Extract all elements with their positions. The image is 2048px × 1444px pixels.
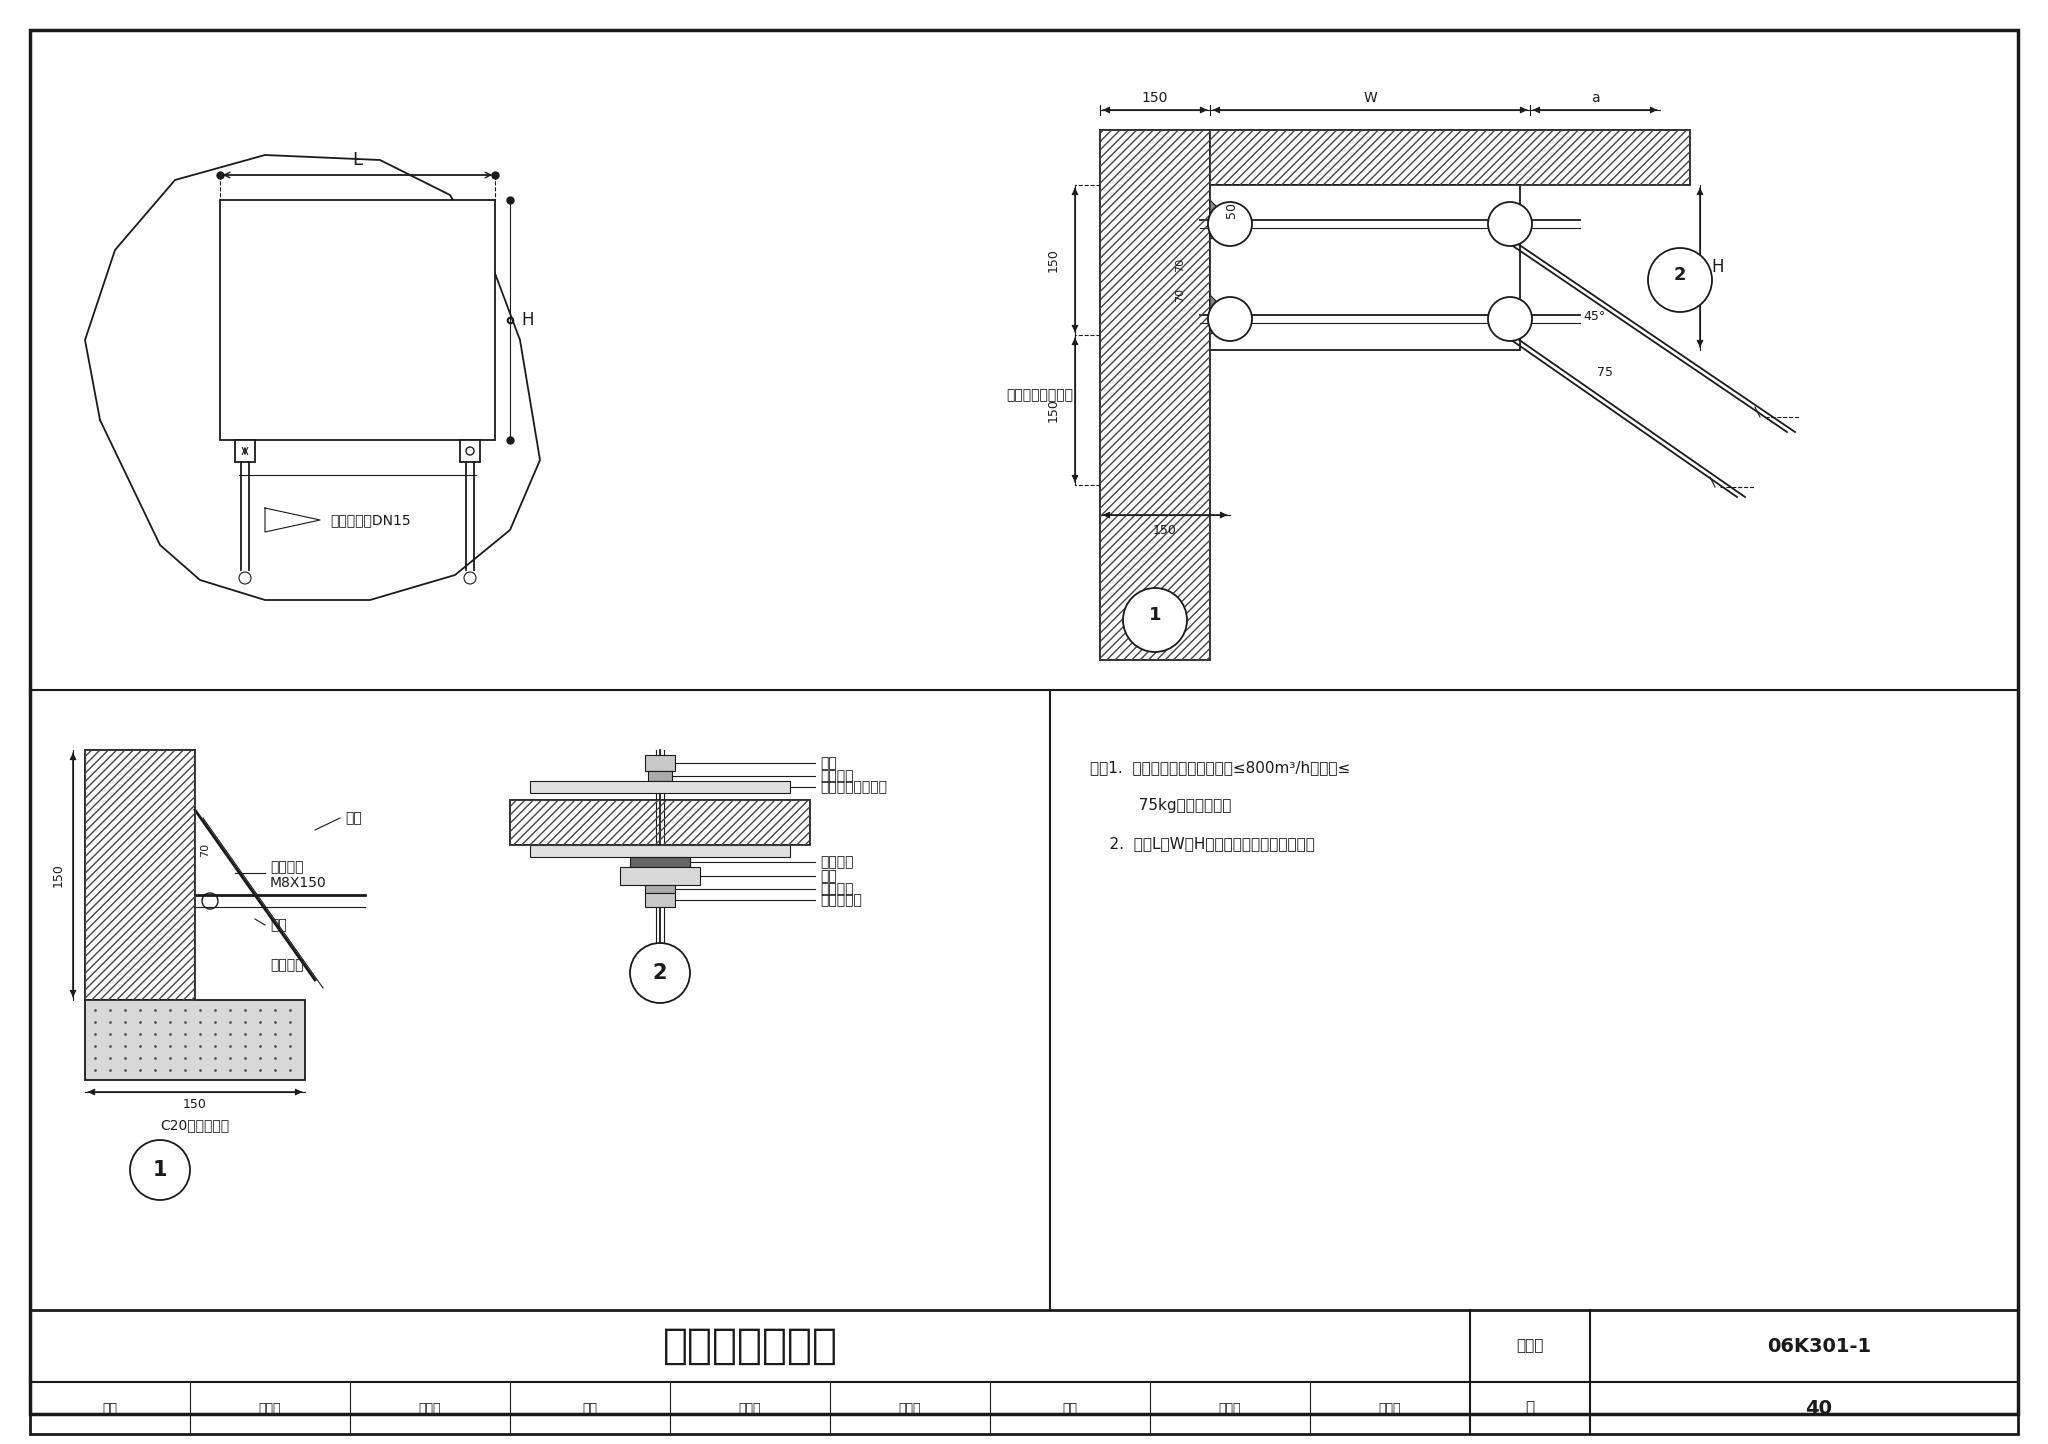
Text: W: W bbox=[1364, 91, 1376, 105]
Text: 70: 70 bbox=[201, 843, 211, 858]
Circle shape bbox=[1489, 297, 1532, 341]
Polygon shape bbox=[1210, 295, 1231, 335]
Circle shape bbox=[1208, 297, 1251, 341]
Text: M8X150: M8X150 bbox=[270, 877, 328, 890]
Text: 制棠: 制棠 bbox=[270, 918, 287, 931]
Text: 2: 2 bbox=[653, 963, 668, 983]
Text: 150: 150 bbox=[1143, 91, 1167, 105]
Text: 1: 1 bbox=[1149, 606, 1161, 624]
Bar bbox=[1210, 185, 1520, 349]
Text: 李元宫: 李元宫 bbox=[418, 1402, 440, 1415]
Text: 40: 40 bbox=[1806, 1398, 1833, 1418]
Circle shape bbox=[1208, 202, 1251, 245]
Polygon shape bbox=[631, 856, 690, 866]
Polygon shape bbox=[645, 885, 676, 892]
Polygon shape bbox=[645, 755, 676, 771]
Polygon shape bbox=[645, 892, 676, 907]
Text: 50: 50 bbox=[1225, 202, 1237, 218]
Text: C20细石混凝土: C20细石混凝土 bbox=[160, 1118, 229, 1132]
Text: 橡胶垫片: 橡胶垫片 bbox=[819, 855, 854, 869]
Text: L: L bbox=[352, 152, 362, 169]
Text: 校对: 校对 bbox=[582, 1402, 598, 1415]
Text: 膨胀螺栓: 膨胀螺栓 bbox=[270, 861, 303, 874]
Circle shape bbox=[129, 1139, 190, 1200]
Text: 冷凝排水管DN15: 冷凝排水管DN15 bbox=[330, 513, 412, 527]
Polygon shape bbox=[1210, 130, 1690, 185]
Text: 150: 150 bbox=[1047, 399, 1059, 422]
Bar bbox=[461, 440, 479, 462]
Text: 聂表娜: 聂表娜 bbox=[1378, 1402, 1401, 1415]
Text: 设计: 设计 bbox=[1063, 1402, 1077, 1415]
Text: a: a bbox=[1591, 91, 1599, 105]
Text: 注：1.  本安装方式适用于新风量≤800m³/h，重量≤: 注：1. 本安装方式适用于新风量≤800m³/h，重量≤ bbox=[1090, 760, 1350, 775]
Text: 150: 150 bbox=[1153, 524, 1178, 537]
Text: 砖墙或轻质砌块墙: 砖墙或轻质砌块墙 bbox=[1006, 388, 1073, 401]
Text: 图集号: 图集号 bbox=[1516, 1339, 1544, 1353]
Circle shape bbox=[631, 943, 690, 1004]
Text: 斜撑: 斜撑 bbox=[344, 812, 362, 825]
Circle shape bbox=[1649, 248, 1712, 312]
Bar bbox=[31, 1310, 2017, 1434]
Polygon shape bbox=[1710, 479, 1720, 487]
Text: 螺栓、螺帽: 螺栓、螺帽 bbox=[819, 892, 862, 907]
Text: H: H bbox=[522, 310, 535, 329]
Text: 栾长辉: 栾长辉 bbox=[1219, 1402, 1241, 1415]
Polygon shape bbox=[621, 866, 700, 885]
Polygon shape bbox=[1755, 409, 1765, 417]
Bar bbox=[236, 440, 256, 462]
Text: 70: 70 bbox=[1176, 287, 1186, 302]
Text: 审核: 审核 bbox=[102, 1402, 117, 1415]
Polygon shape bbox=[530, 845, 791, 856]
Bar bbox=[219, 201, 496, 440]
Text: 45°: 45° bbox=[1583, 310, 1606, 323]
Text: 邓木石: 邓木石 bbox=[899, 1402, 922, 1415]
Text: 郇永庆: 郇永庆 bbox=[739, 1402, 762, 1415]
Polygon shape bbox=[1210, 201, 1231, 240]
Text: 150: 150 bbox=[51, 864, 63, 887]
Text: H: H bbox=[1712, 258, 1724, 276]
Circle shape bbox=[1122, 588, 1188, 653]
Text: 1: 1 bbox=[154, 1160, 168, 1180]
Text: 随机配备的安装件: 随机配备的安装件 bbox=[819, 780, 887, 794]
Polygon shape bbox=[530, 781, 791, 793]
Circle shape bbox=[1489, 202, 1532, 245]
Text: 弹簧垫圈: 弹簧垫圈 bbox=[819, 882, 854, 895]
Polygon shape bbox=[647, 771, 672, 781]
Text: 150: 150 bbox=[1047, 248, 1059, 271]
Text: 70: 70 bbox=[1176, 258, 1186, 271]
Text: 150: 150 bbox=[182, 1097, 207, 1110]
Text: 棰棠: 棰棠 bbox=[819, 869, 838, 882]
Polygon shape bbox=[1100, 130, 1210, 660]
Polygon shape bbox=[86, 749, 195, 1001]
Text: 螺母: 螺母 bbox=[819, 757, 838, 770]
Text: 李远学: 李远学 bbox=[258, 1402, 281, 1415]
Text: 吊顶式墙上安装: 吊顶式墙上安装 bbox=[662, 1326, 838, 1367]
Polygon shape bbox=[510, 800, 811, 845]
Text: 75kg的所有机型。: 75kg的所有机型。 bbox=[1090, 799, 1231, 813]
Text: 06K301-1: 06K301-1 bbox=[1767, 1337, 1872, 1356]
Text: 75: 75 bbox=[1597, 365, 1614, 378]
Text: 页: 页 bbox=[1526, 1401, 1534, 1415]
Polygon shape bbox=[86, 1001, 305, 1080]
Text: 弹簧垫圈: 弹簧垫圈 bbox=[819, 770, 854, 783]
Text: 2: 2 bbox=[1673, 266, 1686, 284]
Text: 弹簧垫圈: 弹簧垫圈 bbox=[270, 957, 303, 972]
Text: 2.  图中L、W和H分别为机组的长、宽和高。: 2. 图中L、W和H分别为机组的长、宽和高。 bbox=[1090, 836, 1315, 851]
